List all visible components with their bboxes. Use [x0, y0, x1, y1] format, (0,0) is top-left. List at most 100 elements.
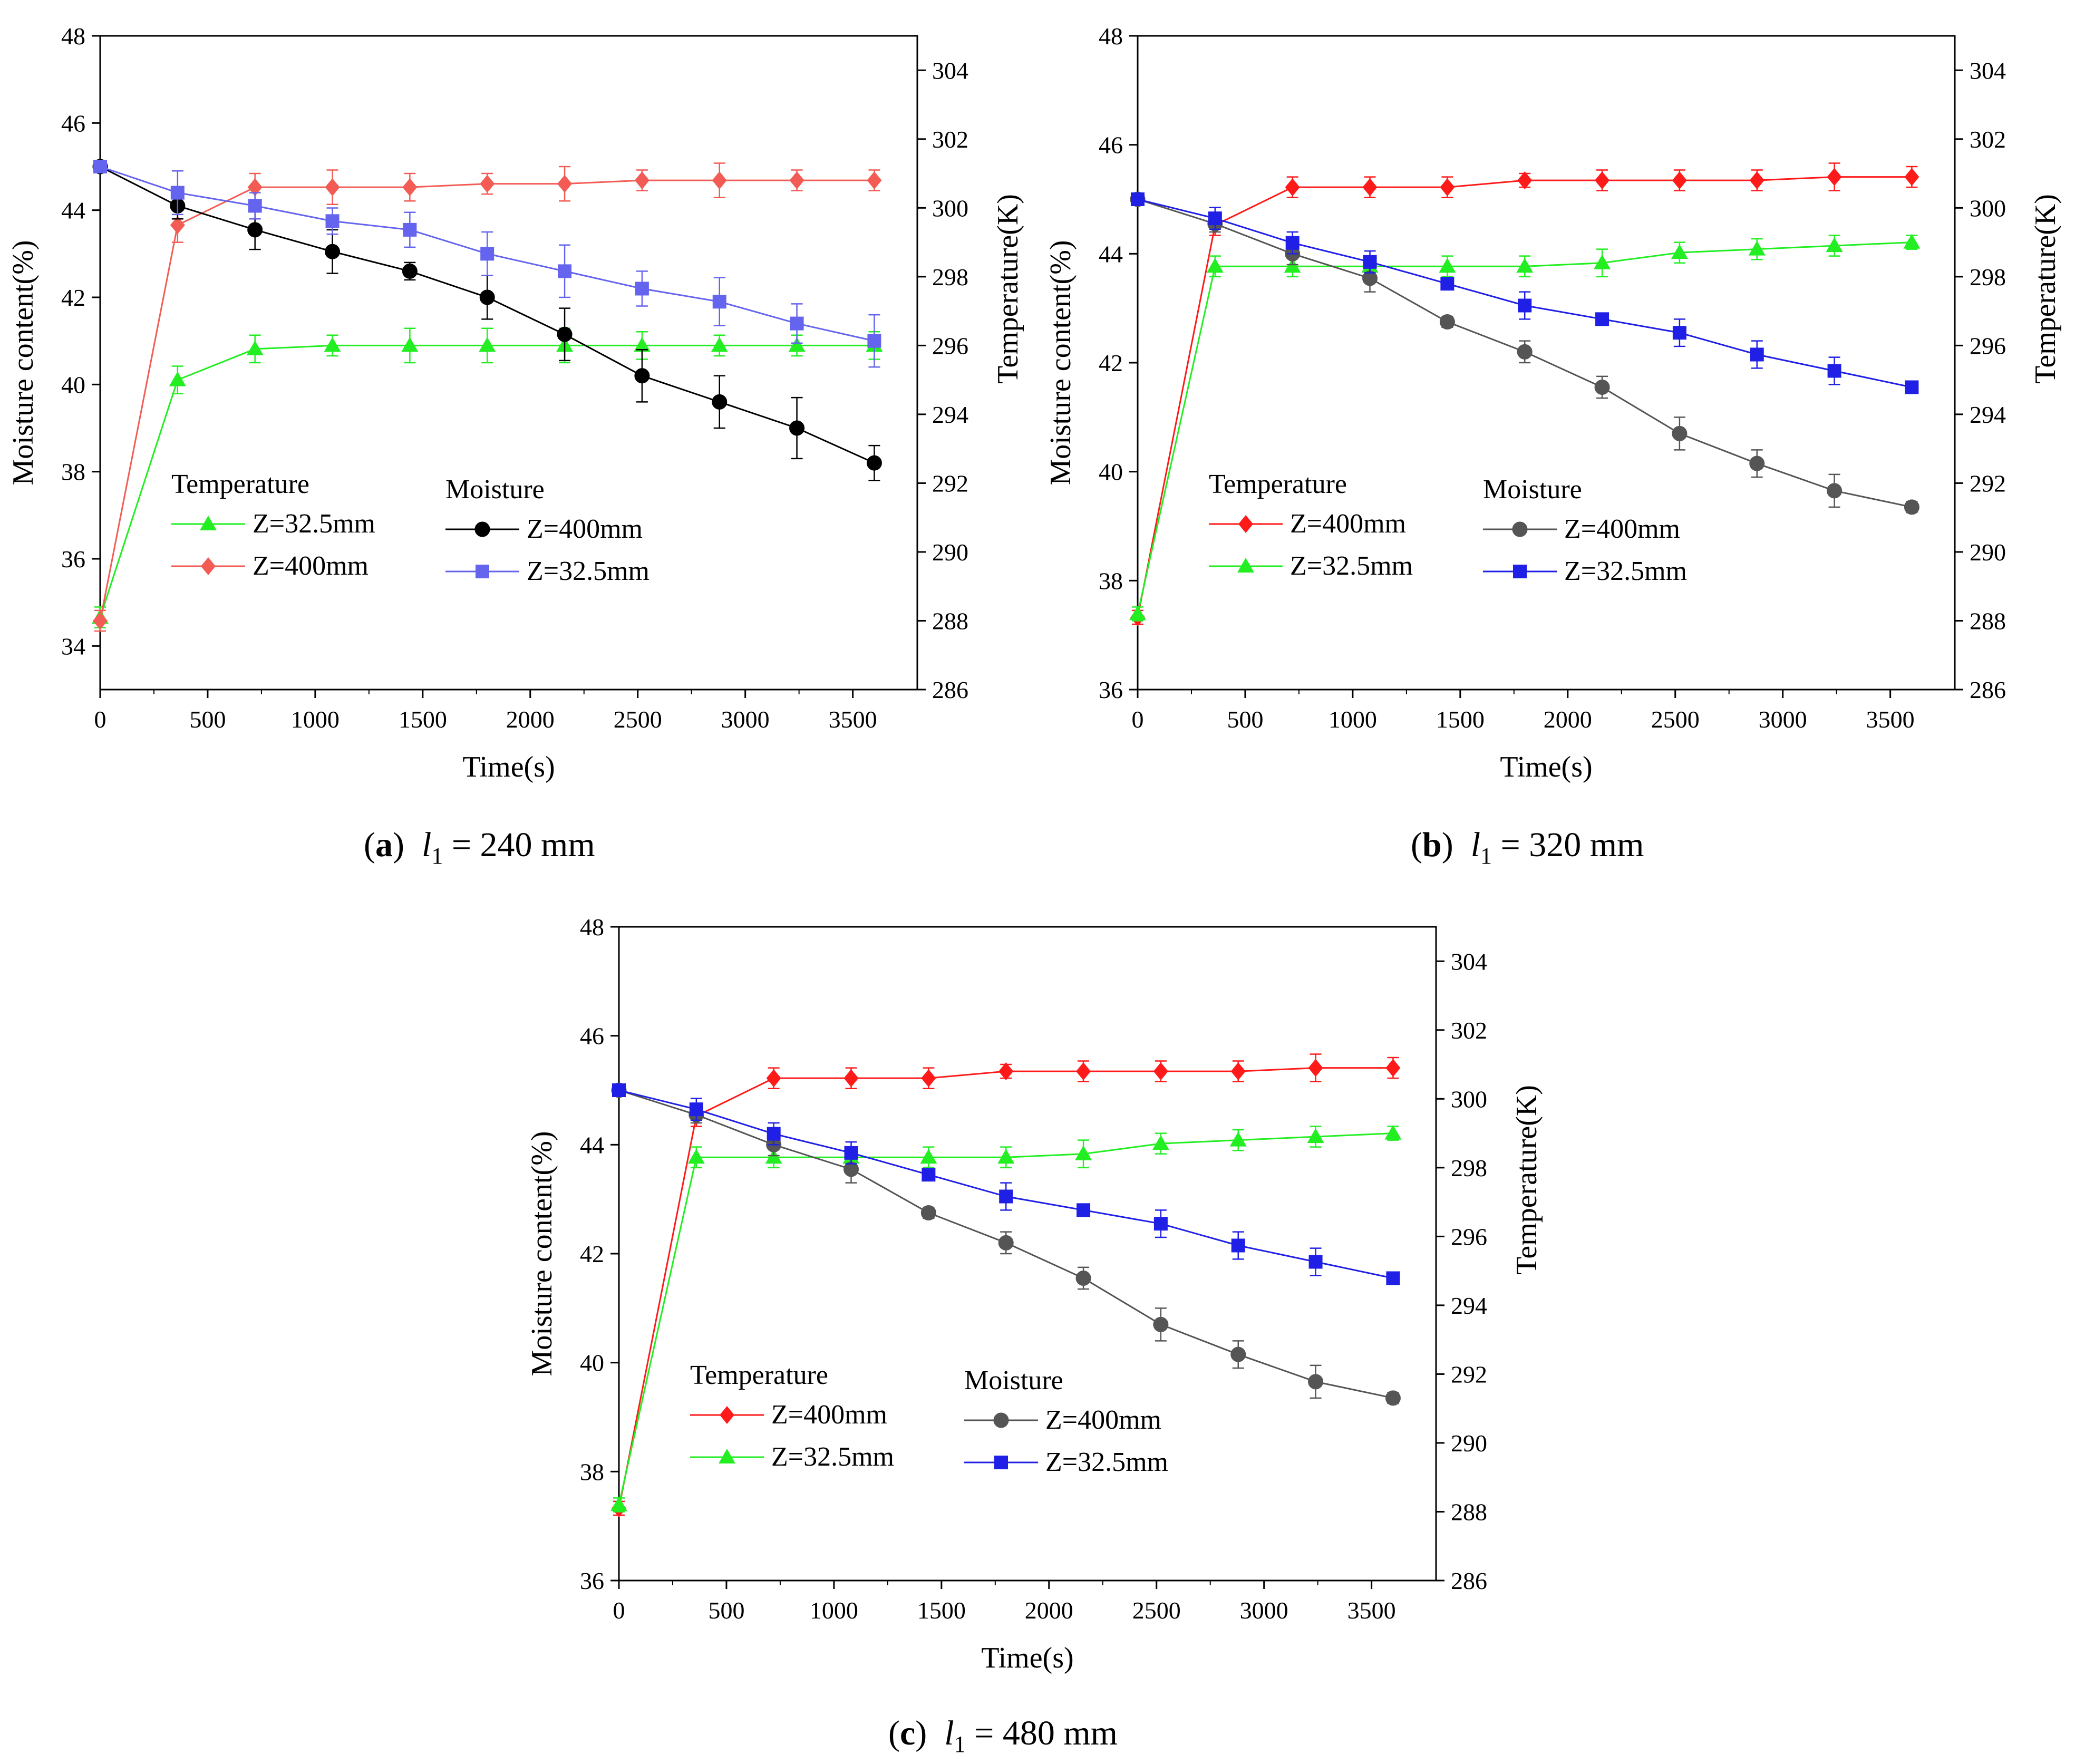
data-point — [1749, 455, 1765, 471]
data-point — [247, 222, 263, 238]
legend-marker — [1513, 565, 1527, 578]
data-point — [712, 295, 726, 309]
x-tick-label: 2000 — [506, 706, 555, 733]
data-point — [1230, 1346, 1246, 1362]
legend-label: Z=32.5mm — [253, 509, 375, 539]
legend-label: Z=32.5mm — [1045, 1447, 1168, 1477]
series-temperature-z400mm — [612, 1053, 1401, 1517]
data-point — [997, 1149, 1015, 1164]
caption-a: (a) l1 = 240 mm — [364, 826, 595, 869]
y-left-tick-label: 44 — [1099, 240, 1123, 267]
legend-group-title: Moisture — [445, 474, 545, 505]
data-point — [403, 222, 417, 237]
data-point — [790, 316, 804, 331]
y-right-tick-label: 298 — [1970, 264, 2006, 290]
data-point — [920, 1149, 937, 1164]
legend-label: Z=400mm — [1045, 1405, 1161, 1435]
data-point — [402, 263, 418, 279]
data-point — [480, 175, 495, 193]
y-left-tick-label: 40 — [1099, 459, 1123, 486]
data-point — [843, 1069, 859, 1088]
x-tick-label: 2500 — [1132, 1597, 1181, 1624]
legend-label: Z=400mm — [1564, 514, 1680, 544]
x-tick-label: 1500 — [917, 1597, 966, 1624]
legend-label: Z=32.5mm — [1290, 551, 1413, 581]
data-point — [247, 178, 263, 197]
x-tick-label: 2000 — [1025, 1597, 1073, 1624]
y-left-tick-label: 42 — [1099, 350, 1123, 376]
y-right-tick-label: 294 — [932, 401, 968, 428]
data-point — [1518, 298, 1532, 313]
data-point — [712, 171, 727, 190]
data-point — [557, 326, 573, 342]
legend-group-title: Moisture — [964, 1365, 1063, 1395]
data-point — [558, 264, 572, 278]
legend-label: Z=32.5mm — [771, 1442, 894, 1472]
legend-label: Z=32.5mm — [527, 556, 649, 586]
data-point — [1363, 255, 1377, 269]
data-point — [1827, 168, 1842, 186]
legend-label: Z=400mm — [253, 551, 369, 581]
data-point — [1517, 344, 1533, 360]
data-point — [634, 368, 650, 384]
legend-marker — [200, 516, 217, 530]
data-point — [1903, 234, 1921, 249]
data-point — [999, 1189, 1013, 1204]
data-point — [1076, 1062, 1091, 1081]
data-point — [1595, 312, 1609, 326]
data-point — [1439, 258, 1456, 273]
series-line — [1137, 176, 1912, 618]
data-point — [765, 1149, 782, 1164]
legend: Temperature Z=400mm Z=32.5mm Moisture Z=400m… — [690, 1360, 1168, 1477]
data-point — [921, 1069, 936, 1088]
y-left-tick-label: 34 — [61, 633, 85, 660]
data-point — [1229, 1131, 1247, 1147]
x-axis-title: Time(s) — [1500, 751, 1592, 783]
series-temperature-z400mm — [93, 162, 882, 632]
y-left-tick-label: 48 — [61, 23, 85, 50]
x-tick-label: 2500 — [614, 706, 662, 733]
x-tick-label: 2000 — [1544, 706, 1592, 733]
series-temperature-z400mm — [1130, 162, 1919, 626]
data-point — [1595, 171, 1610, 190]
data-point — [635, 282, 649, 296]
x-tick-label: 3000 — [1759, 706, 1807, 733]
data-point — [866, 455, 882, 471]
x-tick-label: 1500 — [1436, 706, 1485, 733]
y-right-tick-label: 290 — [1970, 539, 2006, 566]
data-point — [1075, 1271, 1091, 1286]
data-point — [1152, 1135, 1169, 1150]
data-point — [1594, 380, 1610, 395]
data-point — [1075, 1145, 1092, 1160]
data-point — [1386, 1271, 1400, 1285]
y-left-tick-label: 36 — [61, 546, 85, 573]
data-point — [788, 337, 806, 352]
data-point — [1307, 1128, 1324, 1143]
plot-frame — [618, 926, 1437, 1582]
series-moisture-z400mm — [611, 1082, 1401, 1406]
data-point — [1748, 240, 1766, 256]
y-right-tick-label: 292 — [932, 470, 968, 497]
data-point — [689, 1102, 703, 1117]
x-tick-label: 1000 — [810, 1597, 858, 1624]
data-point — [1826, 237, 1843, 253]
data-point — [867, 334, 881, 348]
data-point — [1230, 1062, 1246, 1081]
y-right-tick-label: 296 — [932, 332, 968, 359]
data-point — [325, 178, 340, 197]
y-right-tick-label: 288 — [1451, 1498, 1487, 1525]
data-point — [1672, 171, 1687, 190]
y-right-tick-label: 304 — [1451, 948, 1487, 975]
chart-panel-b: 0 500 1000 1500 2000 2500 3000 3500 36 38 40 42 44 46… — [1044, 23, 2062, 783]
y-left-tick-label: 44 — [61, 197, 85, 224]
x-tick-label: 0 — [613, 1597, 625, 1624]
legend-label: Z=400mm — [1290, 509, 1406, 539]
y-right-tick-label: 288 — [1970, 607, 2006, 634]
data-point — [93, 612, 108, 630]
data-point — [1131, 192, 1145, 206]
data-point — [1206, 258, 1224, 273]
data-point — [1440, 178, 1455, 197]
y-left-tick-label: 48 — [1099, 23, 1123, 50]
x-tick-label: 2500 — [1651, 706, 1700, 733]
legend: Temperature Z=400mm Z=32.5mm Moisture Z=400m… — [1209, 469, 1687, 586]
